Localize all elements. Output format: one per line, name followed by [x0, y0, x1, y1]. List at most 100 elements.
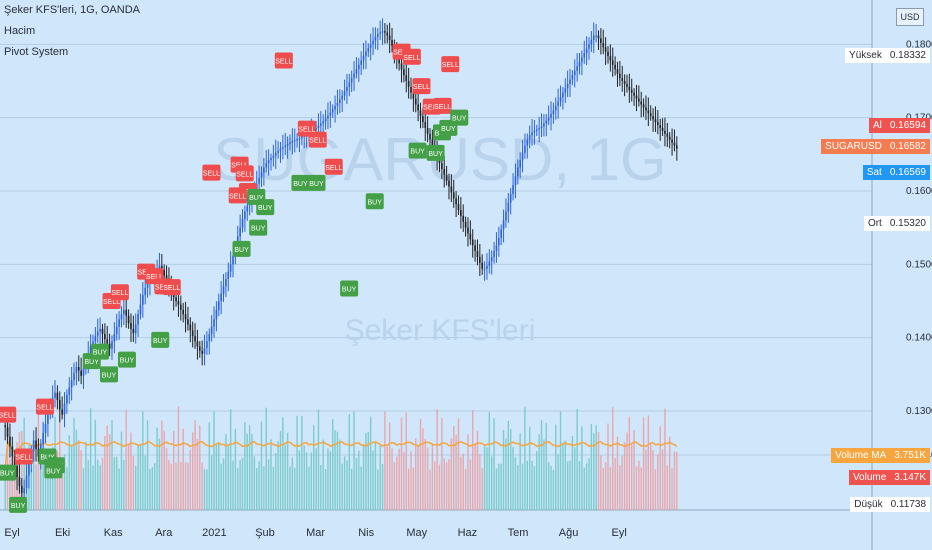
volume-bar: [403, 451, 405, 510]
volume-bar: [505, 438, 507, 510]
volume-bar: [149, 468, 151, 510]
axis-badge: Al 0.16594: [868, 118, 930, 133]
candle-body: [497, 237, 500, 246]
volume-bar: [111, 420, 113, 510]
candle-body: [479, 257, 481, 263]
candle-body: [127, 315, 130, 323]
volume-bar: [210, 455, 213, 510]
candle-body: [626, 83, 628, 87]
sell-signal: SELL: [0, 406, 17, 423]
candle-body: [526, 139, 529, 146]
candle-body: [258, 177, 260, 184]
volume-bar: [130, 432, 132, 510]
buy-signal: BUY: [44, 462, 63, 479]
candle-body: [400, 63, 403, 70]
candle-body: [13, 456, 16, 466]
candle-body: [282, 147, 284, 149]
volume-bar: [265, 407, 267, 510]
sell-signal: SELL: [441, 56, 460, 73]
volume-bar: [443, 458, 445, 510]
buy-signal: BUY: [408, 142, 427, 159]
volume-bar: [355, 457, 358, 510]
volume-bar: [640, 467, 642, 510]
volume-bar: [647, 415, 650, 510]
volume-bar: [519, 433, 521, 510]
volume-bar: [51, 447, 54, 510]
candle-body: [353, 73, 355, 79]
candle-body: [120, 314, 123, 320]
signal-label: SELL: [442, 62, 459, 69]
volume-bar: [436, 409, 438, 510]
candle-body: [569, 79, 571, 84]
candle-body: [514, 176, 517, 186]
buy-signal: BUY: [426, 144, 445, 161]
candle-body: [398, 57, 400, 64]
volume-bar: [104, 436, 106, 510]
signal-label: SELL: [236, 171, 253, 178]
candle-body: [20, 485, 23, 494]
volume-bar: [476, 430, 479, 510]
signal-box: [433, 97, 452, 114]
signal-label: SELL: [325, 165, 342, 172]
volume-bar: [550, 465, 552, 510]
volume-bar: [623, 442, 626, 510]
signal-box: [408, 142, 427, 159]
buy-signal: BUY: [256, 199, 275, 216]
candle-body: [391, 39, 393, 46]
volume-bar: [234, 428, 237, 510]
candle-body: [123, 309, 125, 315]
candle-body: [554, 105, 557, 111]
volume-bar: [616, 436, 619, 510]
volume-bar: [350, 468, 353, 510]
volume-bar: [291, 457, 294, 510]
volume-bar: [220, 463, 222, 510]
volume-bar: [106, 425, 108, 510]
candle-body: [578, 61, 581, 67]
candle-body: [365, 51, 367, 57]
candle-body: [142, 295, 144, 305]
volume-bar: [343, 456, 346, 510]
signal-box: [0, 406, 17, 423]
candle-body: [350, 78, 353, 83]
candle-body: [616, 69, 619, 74]
volume-bar: [581, 426, 583, 510]
candle-body: [675, 145, 678, 149]
volume-bar: [156, 427, 158, 510]
axis-badge: Yüksek 0.18332: [845, 48, 930, 63]
volume-bar: [619, 465, 621, 510]
volume-bar: [80, 450, 82, 510]
volume-bar: [590, 424, 593, 510]
candle-body: [338, 99, 341, 103]
signal-label: BUY: [234, 247, 249, 254]
candle-body: [464, 221, 467, 228]
candle-body: [507, 202, 510, 212]
volume-bar: [552, 469, 555, 510]
candle-body: [471, 239, 474, 246]
buy-signal: BUY: [151, 331, 170, 348]
candle-body: [550, 114, 552, 118]
volume-bar: [348, 414, 350, 510]
candle-body: [564, 88, 567, 93]
volume-bar: [488, 412, 491, 510]
candle-body: [201, 350, 203, 354]
badge-value: 0.15320: [885, 216, 930, 231]
currency-button[interactable]: USD: [896, 8, 924, 26]
volume-bar: [315, 448, 317, 510]
candle-body: [272, 155, 275, 158]
candle-body: [75, 367, 78, 373]
volume-bar: [585, 463, 588, 510]
candle-body: [649, 113, 652, 117]
volume-bar: [303, 445, 305, 510]
volume-bar: [137, 444, 139, 510]
candle-body: [609, 56, 612, 61]
volume-bar: [336, 431, 339, 510]
candle-body: [386, 32, 389, 36]
volume-bar: [89, 408, 92, 510]
volume-bar: [472, 410, 474, 510]
candle-body: [372, 40, 374, 45]
volume-bar: [510, 428, 512, 510]
volume-bar: [215, 444, 218, 510]
candle-body: [198, 346, 201, 351]
